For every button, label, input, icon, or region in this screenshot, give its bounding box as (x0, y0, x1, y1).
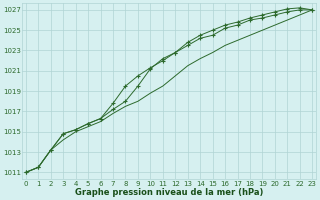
X-axis label: Graphe pression niveau de la mer (hPa): Graphe pression niveau de la mer (hPa) (75, 188, 263, 197)
